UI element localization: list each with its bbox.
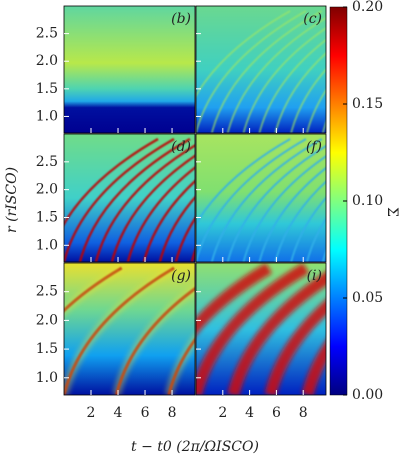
stripe [158,195,195,262]
panel-label: (d) [171,139,191,155]
stripe [196,263,272,336]
panel-frame [195,133,327,263]
stripe [94,144,195,262]
x-tick-label: 4 [114,405,123,421]
x-tick-label: 2 [87,405,96,421]
heatmap [64,263,195,395]
colorbar-tick-label: 0.15 [352,96,383,112]
stripe [210,10,323,133]
stripe [339,11,407,133]
panel-frame [63,133,196,263]
heatmap-bg [196,134,326,262]
colorbar-tick-label: 0.10 [352,193,383,209]
x-tick-label: 8 [168,405,177,421]
y-tick-label: 2.0 [36,182,58,198]
x-tick-label: 6 [141,405,150,421]
stripe [110,154,195,262]
panel-frame [195,262,327,396]
stripe [196,138,291,227]
y-tick-label: 2.5 [36,284,58,300]
stripe [242,155,326,262]
x-tick-label: 4 [245,405,254,421]
stripe [226,144,326,262]
panel-frame [63,5,196,134]
stripe [274,51,326,133]
stripe [196,263,310,395]
stripe [64,137,159,227]
y-tick-label: 1.0 [36,108,58,124]
stripe [345,268,407,395]
panel-label: (f) [306,139,322,155]
colorbar-tick-label: 0.05 [352,290,383,306]
heatmap [196,134,326,262]
stripe-halo [112,283,195,395]
panel-frame [195,5,327,134]
stripe-halo [64,264,177,395]
stripe [306,217,326,262]
panel-label: (b) [171,11,191,27]
stripe [258,166,326,262]
y-tick-label: 1.0 [36,370,58,386]
heatmap [196,6,407,133]
y-tick-label: 1.5 [36,341,58,357]
stripe [227,271,326,395]
y-tick-label: 2.5 [36,26,58,42]
stripe [258,38,326,133]
stripe [142,179,195,262]
stripe [196,10,291,98]
panel-frame [63,262,196,396]
panel-label: (g) [171,268,191,284]
x-axis-label: t − t0 (2π/ΩISCO) [131,439,259,455]
y-tick-label: 1.5 [36,81,58,97]
x-tick-label: 6 [272,405,281,421]
y-tick-label: 2.0 [36,312,58,328]
stripe [196,10,307,133]
x-tick-label: 8 [299,405,308,421]
colorbar-label: Σ [384,207,400,217]
heatmap-bg [64,6,195,133]
heatmap [196,263,407,395]
heatmap [64,6,195,133]
y-tick-label: 1.0 [36,237,58,253]
stripe [64,137,175,262]
heatmap-bg [196,6,326,133]
stripe [210,138,323,262]
x-tick-label: 2 [218,405,227,421]
panel-label: (c) [303,11,322,27]
y-tick-label: 2.5 [36,154,58,170]
y-tick-label: 1.5 [36,209,58,225]
y-axis-label: r (rISCO) [4,167,20,233]
stripe [126,166,195,262]
y-tick-label: 2.0 [36,53,58,69]
stripe [174,216,195,262]
stripe [274,180,326,262]
stripe [306,88,326,133]
colorbar-tick-label: 0.00 [352,387,383,403]
stripe [301,340,326,395]
heatmap [64,134,195,262]
colorbar-tick-label: 0.20 [352,0,383,15]
stripe [196,138,307,262]
stripe [78,137,191,262]
stripe [290,196,326,262]
stripe [264,299,326,395]
stripe [242,26,326,133]
stripe-halo [164,332,195,395]
stripe [226,16,326,133]
stripe [290,67,326,133]
panel-label: (i) [307,268,322,284]
stripe-halo [64,264,124,317]
